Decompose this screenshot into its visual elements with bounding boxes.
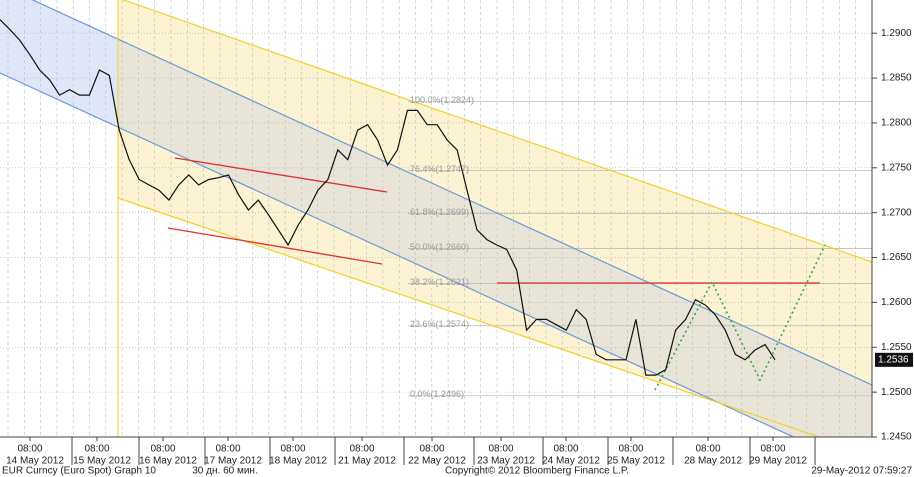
x-tick-time: 08:00 <box>488 444 513 455</box>
x-tick-date: 22 May 2012 <box>408 456 466 467</box>
footer-copyright: Copyright© 2012 Bloomberg Finance L.P. <box>445 466 629 477</box>
x-tick-date: 16 May 2012 <box>139 456 197 467</box>
x-tick-time: 08:00 <box>419 444 444 455</box>
red-trend <box>167 227 383 265</box>
y-tick-label: 1.2450 <box>881 432 912 443</box>
footer-security: EUR Curncy (Euro Spot) Graph 10 <box>2 466 156 477</box>
fib-label: 0.0%(1.2496) <box>410 389 464 399</box>
x-tick-date: 21 May 2012 <box>338 456 396 467</box>
x-tick-time: 08:00 <box>349 444 374 455</box>
fib-label: 61.8%(1.2699) <box>410 207 469 217</box>
fib-label: 23.6%(1.2574) <box>410 319 469 329</box>
y-tick-label: 1.2750 <box>881 162 912 173</box>
fib-label: 50.0%(1.2660) <box>410 242 469 252</box>
x-tick-time: 08:00 <box>150 444 175 455</box>
fib-label: 38.2%(1.2621) <box>410 277 469 287</box>
channel-line <box>31 0 872 386</box>
y-tick-label: 1.2850 <box>881 73 912 84</box>
x-tick-date: 25 May 2012 <box>607 456 665 467</box>
last-price-box <box>875 352 913 367</box>
trend-lines <box>0 0 872 437</box>
footer-timestamp: 29-May-2012 07:59:27 <box>811 466 912 477</box>
y-tick-label: 1.2550 <box>881 342 912 353</box>
x-tick-date: 29 May 2012 <box>749 456 807 467</box>
red-trend <box>174 157 388 193</box>
y-tick-label: 1.2500 <box>881 387 912 398</box>
x-tick-time: 08:00 <box>695 444 720 455</box>
series <box>0 19 776 376</box>
y-tick-label: 1.2650 <box>881 252 912 263</box>
projection <box>654 244 826 391</box>
y-tick-label: 1.2700 <box>881 207 912 218</box>
x-tick-date: 14 May 2012 <box>6 456 64 467</box>
x-tick-date: 18 May 2012 <box>269 456 327 467</box>
fib-label: 100.0%(1.2824) <box>410 95 474 105</box>
price-line <box>0 19 776 376</box>
fib-label: 76.4%(1.2747) <box>410 164 469 174</box>
x-tick-date: 24 May 2012 <box>542 456 600 467</box>
x-tick-time: 08:00 <box>17 444 42 455</box>
x-tick-date: 17 May 2012 <box>204 456 262 467</box>
x-tick-time: 08:00 <box>553 444 578 455</box>
channel-line <box>0 72 795 437</box>
x-tick-time: 08:00 <box>84 444 109 455</box>
y-tick-label: 1.2800 <box>881 118 912 129</box>
x-tick-date: 23 May 2012 <box>477 456 535 467</box>
x-tick-time: 08:00 <box>215 444 240 455</box>
blue-channel-fill <box>0 0 118 127</box>
y-tick-label: 1.2900 <box>881 28 912 39</box>
x-tick-time: 08:00 <box>280 444 305 455</box>
y-tick-label: 1.2600 <box>881 297 912 308</box>
footer-period: 30 дн. 60 мин. <box>192 466 257 477</box>
x-tick-date: 15 May 2012 <box>73 456 131 467</box>
channel-line <box>121 0 872 263</box>
x-tick-time: 08:00 <box>760 444 785 455</box>
channel-overlap <box>118 39 872 437</box>
x-tick-date: 28 May 2012 <box>684 456 742 467</box>
last-price-label: 1.2536 <box>878 354 909 365</box>
x-tick-time: 08:00 <box>618 444 643 455</box>
